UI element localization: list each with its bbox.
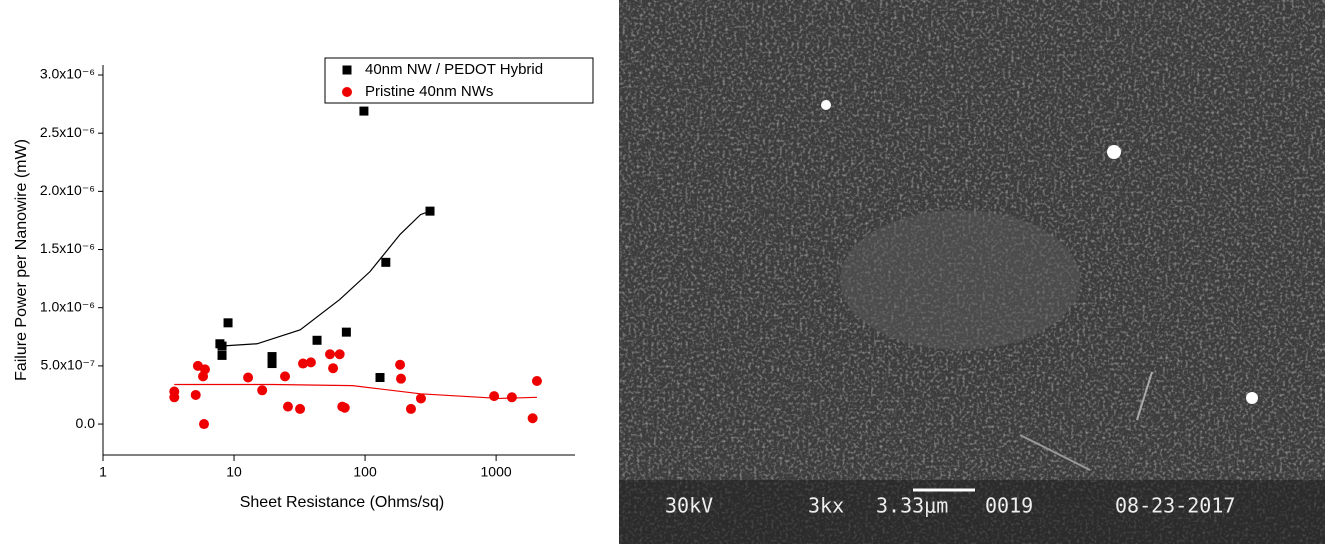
- sem-particle: [821, 100, 831, 110]
- point: [527, 413, 538, 424]
- legend-marker: [342, 65, 352, 75]
- point: [328, 363, 339, 374]
- point: [243, 372, 254, 383]
- plot: 0.0 5.0x10⁻⁷ 1.0x10⁻⁶ 1.5x10⁻⁶ 2.0x10⁻⁶ 2.5x1…: [40, 57, 594, 480]
- sem-blob: [840, 210, 1080, 350]
- point: [415, 393, 426, 404]
- point: [217, 350, 227, 360]
- sem-wire: [1019, 434, 1091, 471]
- legend-marker: [342, 87, 352, 97]
- fit-line: [174, 383, 537, 400]
- point: [395, 373, 406, 384]
- point: [223, 318, 233, 328]
- legend-box: [324, 57, 594, 104]
- x-tick-label: 100: [353, 464, 377, 480]
- y-axis-title: Failure Power per Nanowire (mW): [13, 139, 30, 381]
- sem-wire: [1136, 371, 1153, 421]
- x-tick-label: 1: [99, 464, 107, 480]
- x-axis-title: Sheet Resistance (Ohms/sq): [240, 494, 445, 511]
- point: [339, 402, 350, 413]
- y-tick-label: 0.0: [76, 415, 96, 431]
- y-tick-label: 5.0x10⁻⁷: [41, 357, 96, 373]
- sem-image: 30kV 3kx 3.33μm 0019 08-23-2017: [619, 0, 1325, 544]
- fit-line: [219, 210, 431, 347]
- x-tick-label: 1000: [481, 464, 512, 480]
- point: [395, 359, 406, 370]
- point: [341, 327, 351, 337]
- x-tick-label: 10: [226, 464, 242, 480]
- sem-label: 30kV: [665, 494, 713, 518]
- sem-label: 3kx: [808, 494, 844, 518]
- y-tick-label: 2.0x10⁻⁶: [40, 182, 95, 198]
- point: [334, 349, 345, 360]
- sem-particle: [1246, 392, 1258, 404]
- point: [531, 376, 542, 387]
- point: [305, 357, 316, 368]
- point: [375, 373, 385, 383]
- y-tick-label: 3.0x10⁻⁶: [40, 66, 95, 82]
- point: [295, 403, 306, 414]
- point: [425, 206, 435, 216]
- sem-label: 3.33μm: [876, 494, 948, 518]
- point: [381, 257, 391, 267]
- point: [325, 349, 336, 360]
- y-tick-label: 1.0x10⁻⁶: [40, 298, 95, 314]
- point: [282, 401, 293, 412]
- point: [298, 358, 309, 369]
- sem-label: 08-23-2017: [1115, 494, 1235, 518]
- sem-particle: [1107, 145, 1121, 159]
- point: [267, 359, 277, 369]
- point: [217, 341, 227, 351]
- point: [169, 392, 180, 403]
- point: [312, 335, 322, 345]
- point: [257, 385, 268, 396]
- point: [199, 419, 210, 430]
- point: [199, 364, 210, 375]
- y-tick-label: 2.5x10⁻⁶: [40, 124, 95, 140]
- point: [280, 371, 291, 382]
- point: [267, 352, 277, 362]
- point: [359, 106, 369, 116]
- point: [489, 391, 500, 402]
- y-tick-label: 1.5x10⁻⁶: [40, 240, 95, 256]
- legend-label: 40nm NW / PEDOT Hybrid: [365, 61, 543, 78]
- point: [405, 403, 416, 414]
- point: [506, 392, 517, 403]
- legend-label: Pristine 40nm NWs: [365, 83, 493, 100]
- sem-label: 0019: [985, 494, 1033, 518]
- point: [190, 389, 201, 400]
